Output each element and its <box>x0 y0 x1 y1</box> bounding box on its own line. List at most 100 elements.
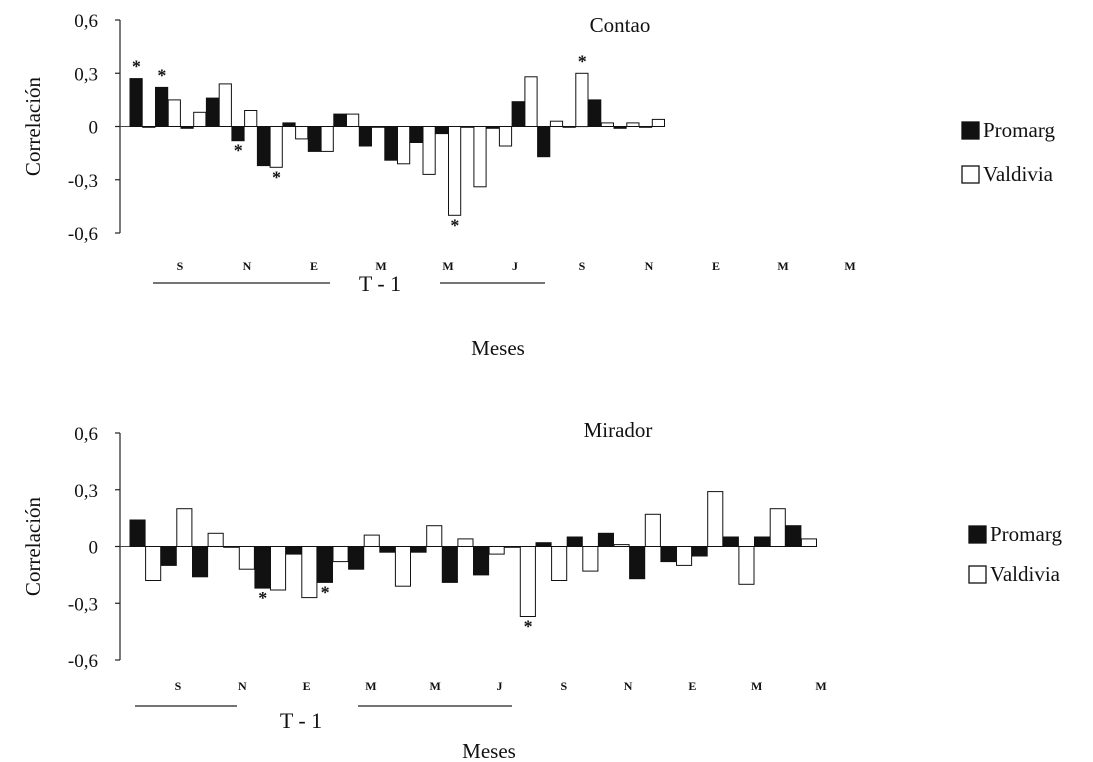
chart-panel-mirador: 0,6 0,3 0 -0,3 -0,6 Mirador Correlación * * * S N E M… <box>21 418 1062 762</box>
chart-title: Mirador <box>584 418 653 442</box>
bar-promarg <box>435 126 449 135</box>
legend-label-promarg: Promarg <box>990 522 1062 546</box>
bar-promarg <box>629 546 646 580</box>
bar-valdivia <box>332 546 349 563</box>
bar-promarg <box>379 546 396 553</box>
y-tick-label: 0,6 <box>74 424 98 445</box>
bar-valdivia <box>167 99 181 128</box>
bar-promarg <box>460 126 474 128</box>
bar-promarg <box>566 536 583 547</box>
x-tick-label: M <box>844 259 855 273</box>
bar-valdivia <box>193 111 207 128</box>
bar-promarg <box>282 122 296 128</box>
bar-valdivia <box>600 122 614 128</box>
x-tick-label: E <box>688 679 696 693</box>
bar-valdivia <box>473 126 487 188</box>
legend-label-valdivia: Valdivia <box>990 562 1061 586</box>
x-tick-label: M <box>815 679 826 693</box>
chart-panel-contao: 0,6 0,3 0 -0,3 -0,6 Contao Correlación * * * * * * S N… <box>21 11 1055 360</box>
bar-promarg <box>358 126 372 147</box>
bar-valdivia <box>769 508 786 548</box>
bar-valdivia <box>651 118 665 128</box>
significance-marker: * <box>578 51 587 71</box>
bar-promarg <box>231 126 245 142</box>
bar-promarg <box>486 126 500 129</box>
bar-promarg <box>333 113 347 127</box>
bar-valdivia <box>498 126 513 147</box>
y-tick-label: -0,3 <box>68 171 98 192</box>
bar-valdivia <box>269 126 283 168</box>
bar-promarg <box>754 536 771 547</box>
bar-promarg <box>562 126 576 128</box>
bar-promarg <box>613 126 627 129</box>
x-axis-label: Meses <box>471 336 525 360</box>
x-tick-label: N <box>238 679 247 693</box>
bar-valdivia <box>524 76 538 128</box>
bar-promarg <box>639 126 653 128</box>
x-tick-label: S <box>579 259 586 273</box>
bar-valdivia <box>346 113 360 127</box>
y-axis-label: Correlación <box>21 496 45 596</box>
bar-valdivia <box>270 546 287 591</box>
legend-label-valdivia: Valdivia <box>983 162 1054 186</box>
y-tick-label: 0 <box>89 538 99 559</box>
bar-valdivia <box>457 538 474 548</box>
period-label: T - 1 <box>280 708 322 733</box>
bar-promarg <box>722 536 739 547</box>
significance-marker: * <box>258 588 267 608</box>
legend-label-promarg: Promarg <box>983 118 1055 142</box>
bar-promarg <box>348 546 365 570</box>
bar-valdivia <box>397 126 411 165</box>
bar-promarg <box>785 525 802 548</box>
x-tick-label: M <box>430 679 441 693</box>
bar-promarg <box>473 546 490 576</box>
bar-promarg <box>660 546 677 563</box>
bar-promarg <box>285 546 302 555</box>
bar-promarg <box>256 126 271 167</box>
chart-title: Contao <box>590 13 651 37</box>
x-tick-label: M <box>375 259 386 273</box>
bar-promarg <box>691 546 708 557</box>
x-tick-label: S <box>177 259 184 273</box>
x-tick-label: M <box>777 259 788 273</box>
bar-valdivia <box>800 538 818 548</box>
x-tick-label: E <box>310 259 318 273</box>
bar-valdivia <box>320 126 334 152</box>
bar-valdivia <box>238 546 255 570</box>
legend-swatch-valdivia <box>961 165 980 184</box>
bar-promarg <box>160 546 177 566</box>
bar-promarg <box>504 546 521 548</box>
significance-marker: * <box>524 616 533 636</box>
significance-marker: * <box>132 57 141 77</box>
bar-promarg <box>597 532 615 547</box>
bar-valdivia <box>676 546 693 566</box>
bar-promarg <box>192 546 209 578</box>
bar-valdivia <box>448 126 462 216</box>
bar-promarg <box>410 546 427 553</box>
bar-promarg <box>409 126 423 143</box>
bar-promarg <box>535 542 552 548</box>
bar-promarg <box>129 519 146 547</box>
x-tick-label: S <box>560 679 567 693</box>
legend-swatch-valdivia <box>968 565 987 584</box>
bar-valdivia <box>142 126 156 128</box>
y-tick-label: 0 <box>89 118 99 139</box>
bar-valdivia <box>371 126 385 128</box>
bar-valdivia <box>218 83 232 127</box>
bar-valdivia <box>176 508 193 548</box>
bar-promarg <box>537 126 551 158</box>
bar-promarg <box>223 546 240 548</box>
x-tick-label: N <box>645 259 654 273</box>
significance-marker: * <box>157 65 166 85</box>
x-tick-label: N <box>624 679 633 693</box>
x-axis-label: Meses <box>462 739 516 762</box>
bar-promarg <box>254 546 271 589</box>
y-tick-label: 0,3 <box>74 481 98 502</box>
y-tick-label: -0,3 <box>68 594 98 615</box>
y-tick-label: -0,6 <box>68 224 98 245</box>
bar-promarg <box>155 86 169 127</box>
legend-swatch-promarg <box>968 525 987 544</box>
bar-promarg <box>588 99 602 128</box>
x-tick-label: M <box>365 679 376 693</box>
